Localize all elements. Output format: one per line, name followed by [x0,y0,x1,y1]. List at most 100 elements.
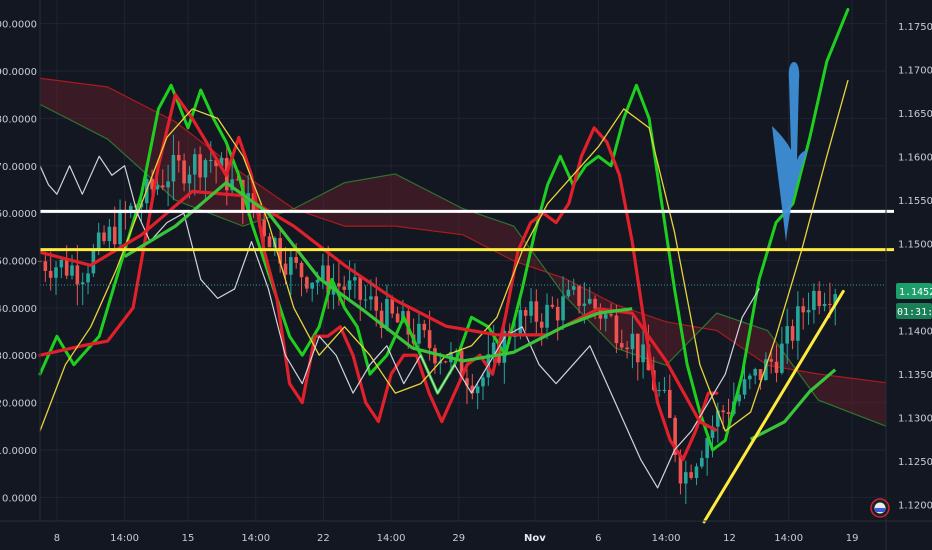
candle-body [187,174,192,184]
candle-body [796,306,800,341]
price-badge-value-bg [896,283,932,299]
candle-body [641,344,645,363]
grid [40,0,886,521]
candle-body [305,277,309,289]
candle-body [459,350,464,379]
right-axis-tick: 1.14000 [898,327,932,338]
candle-body [198,154,202,178]
candle-body [630,333,635,350]
x-axis-tick: 14:00 [241,533,270,544]
candle-body [443,361,448,363]
candle-body [160,185,165,188]
candle-body [609,314,613,316]
candle-body [262,219,266,237]
candle-body [86,273,90,283]
candle-body [561,296,565,321]
candle-body [283,263,288,275]
candle-body [769,359,773,362]
candle-body [406,311,411,335]
candle-body [481,377,485,387]
candle-body [128,205,133,214]
x-axis-tick: 14:00 [377,533,406,544]
candle-body [107,226,112,242]
candle-body [587,298,592,304]
flag-icon[interactable] [870,498,890,518]
candle-body [502,330,507,363]
candle-body [337,283,341,287]
candle-body [635,333,640,363]
price-badge-countdown-bg [896,303,932,319]
candle-body [764,359,768,381]
candle-body [70,265,74,276]
x-axis-tick: 29 [452,533,465,544]
candle-body [603,314,608,319]
candle-body [75,265,80,285]
candle-body [683,472,688,484]
candle-body [566,289,571,297]
candle-body [534,301,539,322]
candle-body [625,347,629,350]
candle-body [817,290,822,307]
candle-body [582,303,587,306]
candle-body [246,193,250,213]
left-axis-tick: 60.0000 [0,209,37,220]
cloud-fill [40,78,886,427]
candle-body [118,209,122,245]
right-axis-tick: 1.15500 [898,196,932,207]
candle-body [737,394,741,402]
left-axis-tick: 10.0000 [0,446,37,457]
candle-body [208,160,213,162]
candle-body [299,262,304,278]
candle-body [182,160,186,184]
indicator-lines [38,7,850,489]
candle-body [91,249,96,274]
candle-body [785,326,790,344]
candle-body [48,270,53,278]
candle-body [64,259,69,276]
candle-body [43,261,48,271]
candle-body [619,343,624,348]
left-axis-tick: 20.0000 [0,399,37,410]
white-line-line [39,155,760,489]
down-arrow-annotation[interactable] [772,62,808,242]
candle-body [700,457,704,467]
green-moving-average [123,181,633,363]
candle-body [742,379,747,395]
candle-body [822,303,827,307]
candle-body [790,326,795,341]
candle-body [491,342,496,355]
candle-body [326,265,331,295]
candle-body [112,226,117,245]
candle-body [673,417,677,456]
price-badge: 1.14524 01:31:59 [896,283,932,319]
candle-body [577,286,581,306]
candle-body [550,304,555,307]
left-axis-tick: 70.0000 [0,162,37,173]
candle-body [390,298,395,314]
candle-body [321,265,325,280]
candle-body [812,290,816,310]
candle-body [171,154,176,182]
candle-body [310,282,314,289]
x-axis-tick: 14:00 [110,533,139,544]
candle-body [614,315,619,344]
candle-body [379,310,384,328]
left-axis-tick: 30.0000 [0,351,37,362]
candle-body [694,466,699,478]
candle-body [593,298,597,309]
candle-body [678,455,683,484]
candle-body [555,306,560,321]
candle-body [662,389,667,391]
left-axis-tick: 80.0000 [0,114,37,125]
candle-body [518,310,523,334]
candle-body [470,385,475,394]
candle-body [828,303,832,305]
candle-body [342,286,347,290]
candle-body [721,410,725,413]
red-oscillator-line [38,93,719,462]
right-axis-tick: 1.17000 [898,66,932,77]
right-axis-tick: 1.17500 [898,22,932,33]
x-axis-tick: 14:00 [774,533,803,544]
